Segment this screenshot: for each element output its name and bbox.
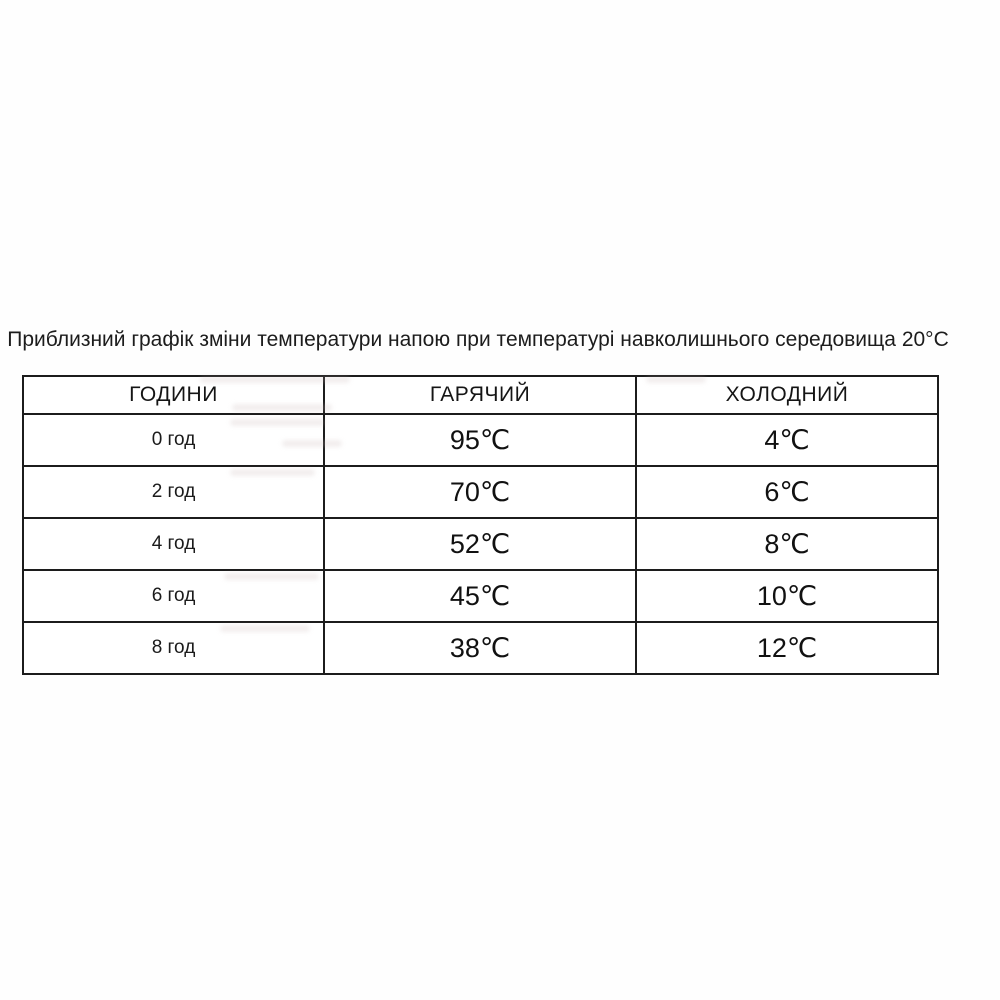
temperature-table: ГОДИНИ ГАРЯЧИЙ ХОЛОДНИЙ 0 год 95℃ 4℃ 2 г… — [22, 375, 939, 675]
header-cell-hours: ГОДИНИ — [22, 375, 325, 415]
hours-cell: 2 год — [22, 465, 325, 519]
cold-temp-cell: 10℃ — [635, 569, 939, 623]
table-row: 2 год 70℃ 6℃ — [22, 465, 939, 519]
hot-temp-cell: 45℃ — [323, 569, 637, 623]
cold-temp-cell: 12℃ — [635, 621, 939, 675]
table-row: 8 год 38℃ 12℃ — [22, 621, 939, 675]
header-cell-cold: ХОЛОДНИЙ — [635, 375, 939, 415]
table-header: ГОДИНИ ГАРЯЧИЙ ХОЛОДНИЙ — [22, 375, 939, 415]
header-cell-hot: ГАРЯЧИЙ — [323, 375, 637, 415]
hot-temp-cell: 70℃ — [323, 465, 637, 519]
cold-temp-cell: 4℃ — [635, 413, 939, 467]
hours-cell: 6 год — [22, 569, 325, 623]
hours-cell: 4 год — [22, 517, 325, 571]
table-row: 6 год 45℃ 10℃ — [22, 569, 939, 623]
table-row: 4 год 52℃ 8℃ — [22, 517, 939, 571]
header-row: ГОДИНИ ГАРЯЧИЙ ХОЛОДНИЙ — [22, 375, 939, 415]
hours-cell: 8 год — [22, 621, 325, 675]
hot-temp-cell: 95℃ — [323, 413, 637, 467]
hours-cell: 0 год — [22, 413, 325, 467]
hot-temp-cell: 38℃ — [323, 621, 637, 675]
cold-temp-cell: 6℃ — [635, 465, 939, 519]
table-row: 0 год 95℃ 4℃ — [22, 413, 939, 467]
page-title: Приблизний графік зміни температури напо… — [7, 328, 949, 351]
table-body: 0 год 95℃ 4℃ 2 год 70℃ 6℃ 4 год 52℃ 8℃ 6… — [22, 413, 939, 675]
hot-temp-cell: 52℃ — [323, 517, 637, 571]
cold-temp-cell: 8℃ — [635, 517, 939, 571]
